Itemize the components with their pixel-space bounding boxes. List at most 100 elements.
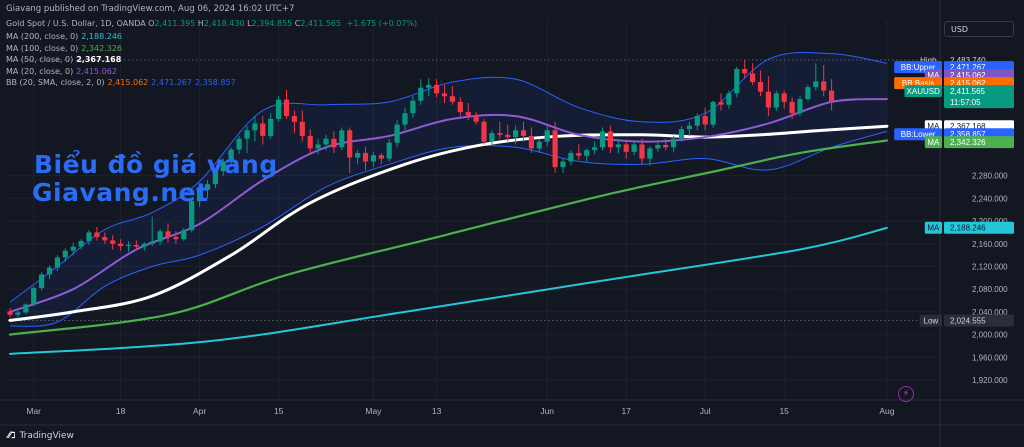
indicator-value: 2,342.326 [81,43,123,53]
candle-body [797,99,803,114]
candle-body [513,130,519,138]
indicator-row[interactable]: MA (20, close, 0) 2,415.062 [6,67,117,76]
candle-body [647,148,653,159]
ohlc-key: O [148,19,155,28]
candle-body [370,155,376,162]
x-tick-label: Aug [879,406,894,416]
candle-body [426,84,432,88]
ma-line [8,124,889,322]
candle-body [70,246,76,251]
candle-body [189,201,195,231]
ma-line [9,226,888,355]
price-tag-low [919,314,942,327]
candle-body [473,115,479,122]
candle-body [615,144,621,148]
candle-body [536,141,542,149]
candle-body [283,99,290,117]
candle-body [149,241,155,244]
candle-body [394,124,400,143]
candle-body [315,144,321,149]
candle-body [734,68,740,94]
price-value-label: 2,024.555 [950,317,986,326]
candle-body [742,68,748,74]
indicator-label: BB (20, SMA, close, 2, 0) [6,78,105,87]
candle-body [307,135,313,149]
candle-body [173,236,179,240]
candle-body [497,133,503,135]
price-tag-label: Low [924,317,939,326]
candle-body [718,101,724,105]
indicator-row[interactable]: BB (20, SMA, close, 2, 0) 2,415.062 2,471.… [6,78,236,87]
candle-body [339,130,345,148]
x-tick-label: 15 [779,406,789,416]
y-tick-label: 2,040.000 [972,308,1008,317]
ohlc-value: 2,411.395 [154,19,196,28]
candle-body [323,138,329,145]
candle-body [686,125,692,130]
candle-body [118,243,124,247]
candle-body [260,123,266,136]
x-tick-label: 13 [432,406,442,416]
candle-body [362,152,369,162]
candle-body [710,101,716,125]
bb-band-fill [10,52,887,327]
candle-body [465,112,471,116]
indicator-row[interactable]: MA (100, close, 0) 2,342.326 [6,44,122,53]
ma-line [8,139,888,336]
indicator-label: MA (200, close, 0) [6,32,79,41]
candle-body [655,145,661,149]
candle-body [402,113,408,125]
y-tick-label: 2,120.000 [972,262,1008,271]
indicator-label: MA (50, close, 0) [6,55,74,64]
candle-body [528,135,534,149]
y-tick-label: 2,200.000 [972,217,1008,226]
price-tag-label: BB:Basis [902,79,934,88]
candle-body [789,101,795,114]
indicator-row[interactable]: MA (200, close, 0) 2,188.246 [6,32,122,41]
price-value-box [944,221,1014,234]
candle-body [355,152,361,158]
indicator-value: 2,358.857 [194,78,236,87]
price-value-label: 2,367.168 [950,122,986,131]
candle-body [252,123,258,131]
candle-body [544,130,550,142]
candle-body [46,267,53,275]
candle-body [623,144,629,152]
y-tick-label: 2,160.000 [972,240,1008,249]
watermark-site: Giavang.net [32,178,209,207]
candle-body [347,130,353,158]
x-tick-label: 17 [621,406,631,416]
candle-body [607,131,613,148]
y-tick-label: 2,240.000 [972,194,1008,203]
candle-body [141,243,147,247]
ohlc-value: 2,418.430 [203,19,245,28]
candle-body [331,138,337,148]
x-tick-label: Jul [700,406,711,416]
price-value-label: 2,358.857 [950,130,986,139]
ohlc-value: 2,394.855 [251,19,293,28]
countdown-label: 11:57:05 [950,98,981,107]
ohlc-key: H [195,19,204,28]
candle-body [584,150,590,156]
candle-body [181,230,187,240]
ohlc-key: L [244,19,252,28]
y-tick-label: 2,000.000 [972,331,1008,340]
candle-body [78,240,84,247]
lightning-icon[interactable]: ⚡ [898,386,914,402]
candle-body [678,129,685,139]
candle-body [110,240,116,244]
price-value-box [944,314,1014,327]
candle-body [813,81,819,88]
currency-selector[interactable]: USD [944,21,1014,37]
indicator-row[interactable]: MA (50, close, 0) 2,367.168 [6,55,121,64]
ohlc-values: O2,411.395 H2,418.430 L2,394.855 C2,411.… [148,19,341,28]
candle-body [236,138,242,150]
price-tag-label: MA [927,71,940,80]
candle-body [220,161,226,172]
price-tag-label: MA [927,138,940,147]
tradingview-logo[interactable]: ⁄⁄ℷ TradingView [8,431,74,441]
price-value-label: 2,188.246 [950,224,986,233]
indicator-value: 2,367.168 [76,55,122,64]
publisher-line: Giavang published on TradingView.com, Au… [6,4,295,14]
